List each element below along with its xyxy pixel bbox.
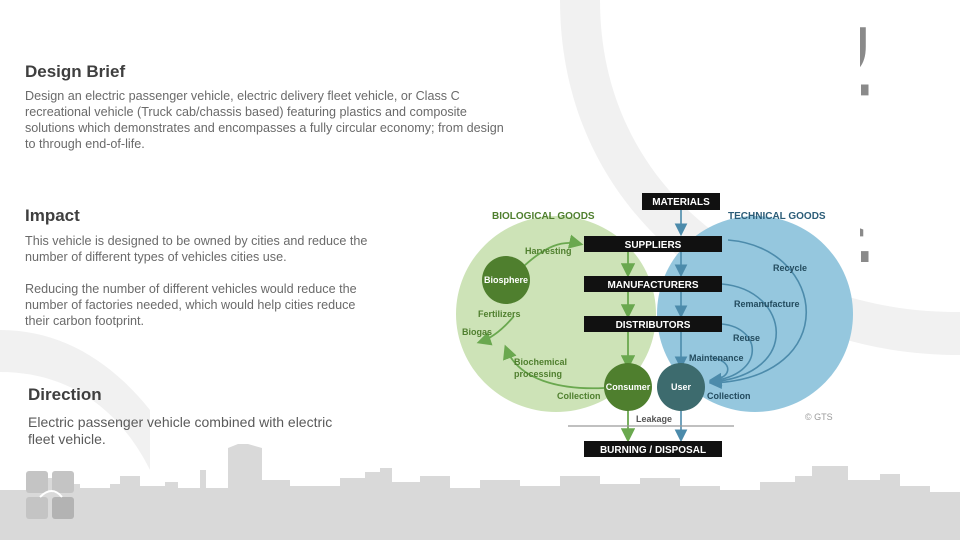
text-line: Reducing the number of different vehicle… (25, 282, 357, 296)
biogas-arrow (476, 315, 515, 346)
manufacturers-label: MANUFACTURERS (607, 280, 698, 291)
design-brief-text: Design an electric passenger vehicle, el… (25, 88, 595, 152)
reuse-loop (708, 323, 754, 387)
biogas-label: Biogas (462, 327, 492, 337)
text-line: Electric passenger vehicle combined with… (28, 414, 333, 430)
recycle-label: Recycle (773, 263, 807, 273)
text-line: This vehicle is designed to be owned by … (25, 234, 368, 248)
technical-circle (657, 216, 853, 412)
remanufacture-label: Remanufacture (734, 299, 800, 309)
maintenance-loop (708, 357, 729, 386)
burning-label: BURNING / DISPOSAL (600, 445, 706, 456)
distributors-label: DISTRIBUTORS (616, 320, 691, 331)
copyright-label: © GTS (805, 412, 833, 422)
collection-left-label: Collection (557, 391, 601, 401)
vertical-title-text: Direction (860, 22, 881, 364)
impact-heading: Impact (25, 206, 80, 225)
text-line: fleet vehicle. (28, 431, 106, 447)
reuse-label: Reuse (733, 333, 760, 343)
circular-economy-diagram: BIOLOGICAL GOODS TECHNICAL GOODS (456, 193, 853, 457)
user-node: User (657, 363, 705, 411)
direction-text: Electric passenger vehicle combined with… (28, 414, 428, 448)
technical-goods-label: TECHNICAL GOODS (728, 211, 826, 222)
text-line: solutions which demonstrates and encompa… (25, 121, 504, 135)
materials-box: MATERIALS (642, 193, 720, 210)
biosphere-label: Biosphere (484, 275, 528, 285)
logo-icon (26, 471, 74, 519)
skyline-silhouette (0, 444, 960, 540)
text-line: recreational vehicle (Truck cab/chassis … (25, 105, 467, 119)
suppliers-label: SUPPLIERS (625, 240, 682, 251)
fertilizers-label: Fertilizers (478, 309, 521, 319)
harvesting-label: Harvesting (525, 246, 572, 256)
biosphere-node: Biosphere (482, 256, 530, 304)
text-line: number of different types of vehicles ci… (25, 250, 287, 264)
text-line: to through end-of-life. (25, 137, 145, 151)
materials-label: MATERIALS (652, 197, 710, 208)
vertical-title: Direction (860, 22, 881, 364)
collection-right-label: Collection (707, 391, 751, 401)
text-line: number of factories needed, which would … (25, 298, 356, 312)
biological-goods-label: BIOLOGICAL GOODS (492, 211, 595, 222)
harvesting-arrow (523, 234, 584, 267)
consumer-node: Consumer (604, 363, 652, 411)
manufacturers-box: MANUFACTURERS (584, 276, 722, 292)
collection-loop-bio (503, 344, 605, 390)
text-line: Design an electric passenger vehicle, el… (25, 89, 460, 103)
impact-text-1: This vehicle is designed to be owned by … (25, 233, 445, 265)
remanufacture-loop (708, 283, 778, 388)
direction-heading: Direction (28, 385, 102, 404)
maintenance-label: Maintenance (689, 353, 744, 363)
burning-box: BURNING / DISPOSAL (584, 441, 722, 457)
design-brief-heading: Design Brief (25, 62, 126, 81)
biochemical-label-1: Biochemical (514, 357, 567, 367)
recycle-loop (708, 239, 808, 390)
impact-text-2: Reducing the number of different vehicle… (25, 281, 445, 329)
decorative-arc-left (0, 330, 150, 470)
text-line: their carbon footprint. (25, 314, 145, 328)
biochemical-label-2: processing (514, 369, 562, 379)
suppliers-box: SUPPLIERS (584, 236, 722, 252)
distributors-box: DISTRIBUTORS (584, 316, 722, 332)
leakage-label: Leakage (636, 414, 672, 424)
consumer-label: Consumer (606, 382, 651, 392)
user-label: User (671, 382, 692, 392)
